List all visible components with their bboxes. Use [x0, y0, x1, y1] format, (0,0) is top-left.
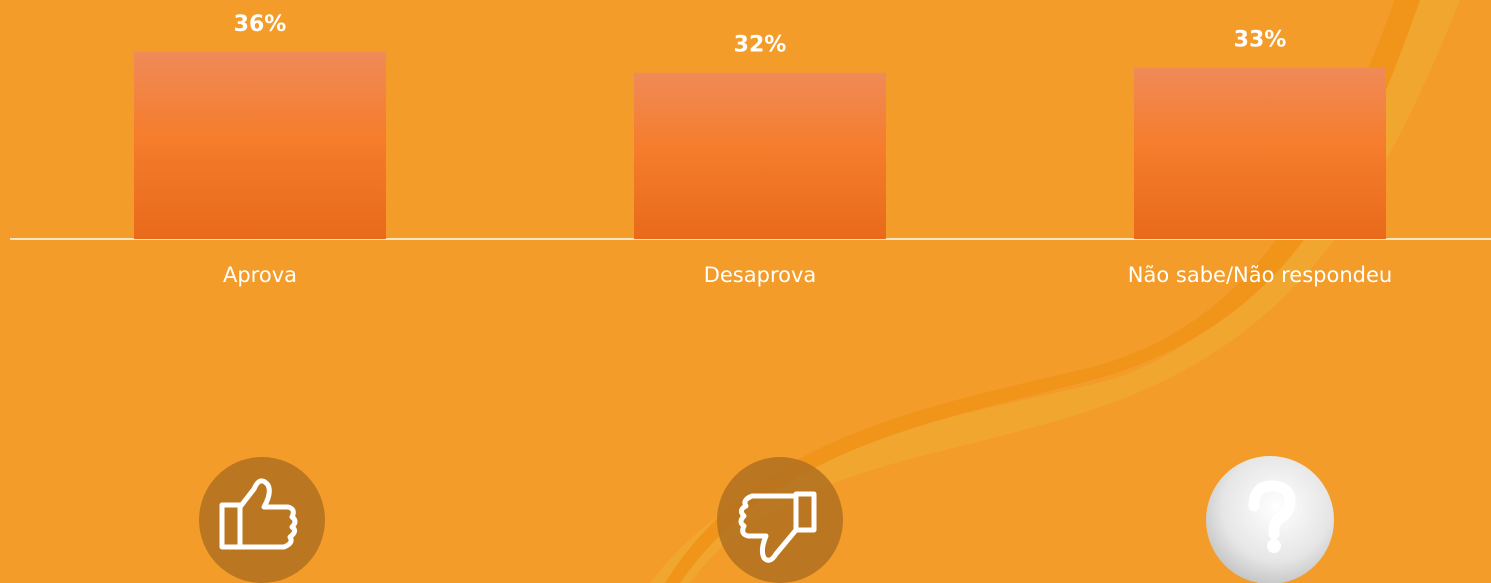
bar	[134, 51, 386, 240]
swoosh	[665, 0, 1420, 583]
x-tick-label: Aprova	[223, 263, 297, 287]
x-tick-label: Não sabe/Não respondeu	[1128, 263, 1392, 287]
bar	[634, 72, 886, 239]
icon-unknown	[1206, 456, 1334, 583]
bar	[1134, 67, 1386, 239]
value-label: 32%	[734, 33, 787, 58]
x-tick-label: Desaprova	[704, 263, 817, 287]
value-label: 36%	[234, 12, 287, 37]
icon-disapprove	[717, 457, 843, 583]
value-label: 33%	[1234, 28, 1287, 53]
icon-approve	[199, 457, 325, 583]
